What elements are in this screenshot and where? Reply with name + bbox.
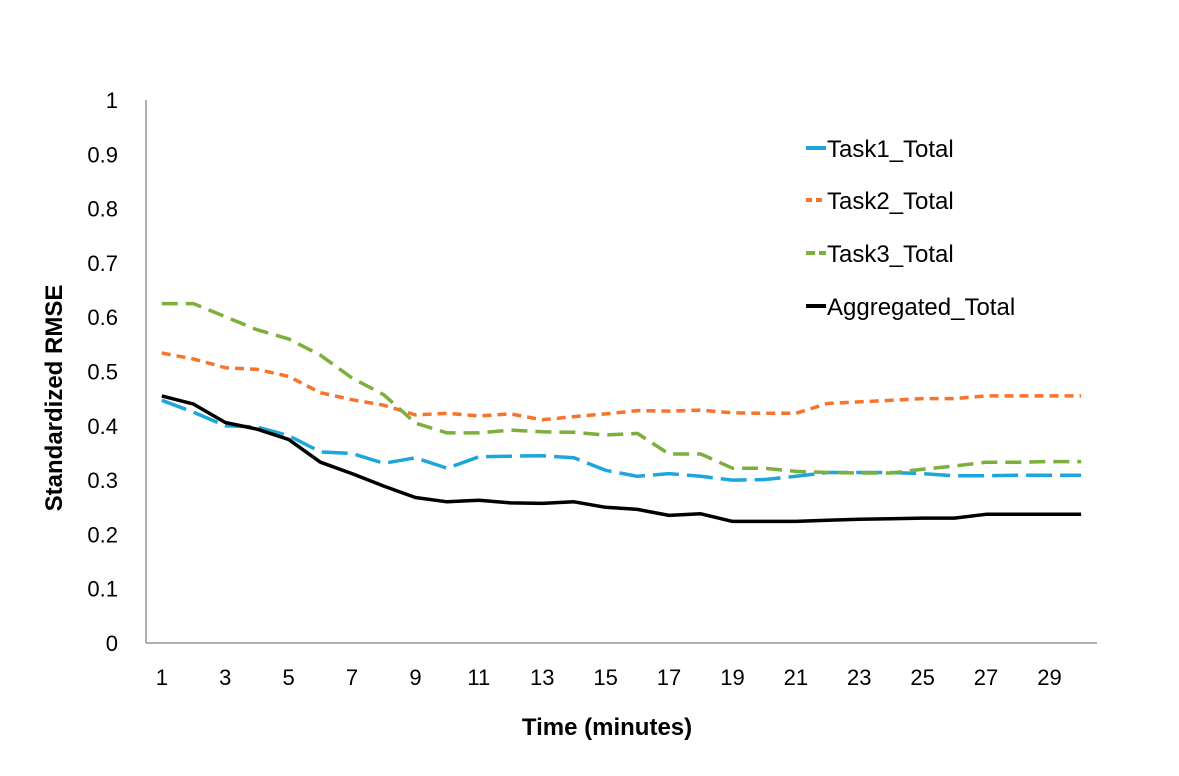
y-tick-label: 0.2 <box>87 522 118 547</box>
x-tick-label: 29 <box>1037 665 1061 690</box>
x-tick-label: 21 <box>784 665 808 690</box>
y-tick-label: 0.8 <box>87 197 118 222</box>
x-axis-title: Time (minutes) <box>522 714 692 741</box>
y-tick-label: 0.6 <box>87 305 118 330</box>
y-tick-label: 0.9 <box>87 142 118 167</box>
legend-label: Task3_Total <box>827 241 954 268</box>
x-tick-label: 27 <box>974 665 998 690</box>
y-tick-label: 0.3 <box>87 468 118 493</box>
legend-label: Task1_Total <box>827 136 954 163</box>
series-lines <box>161 301 1082 524</box>
x-tick-label: 11 <box>467 665 490 690</box>
x-tick-label: 23 <box>847 665 871 690</box>
series-line-task3-total <box>161 301 1082 475</box>
y-axis: 0 0.1 0.2 0.3 0.4 0.5 0.6 0.7 0.8 0.9 1 <box>87 88 147 656</box>
x-tick-label: 9 <box>409 665 421 690</box>
x-tick-label: 13 <box>530 665 554 690</box>
y-tick-label: 1 <box>106 88 118 113</box>
x-tick-label: 5 <box>283 665 295 690</box>
x-tick-label: 25 <box>910 665 934 690</box>
y-axis-title: Standardized RMSE <box>41 285 68 512</box>
x-axis: 1 3 5 7 9 11 13 15 17 19 21 23 25 27 29 <box>146 642 1097 690</box>
x-tick-label: 19 <box>720 665 744 690</box>
y-tick-label: 0.7 <box>87 251 118 276</box>
legend-label: Task2_Total <box>827 188 954 215</box>
y-tick-label: 0.5 <box>87 360 118 385</box>
x-tick-label: 17 <box>657 665 681 690</box>
x-tick-label: 7 <box>346 665 358 690</box>
series-line-task2-total <box>161 351 1082 422</box>
x-tick-label: 3 <box>219 665 231 690</box>
series-line-aggregated-total <box>161 394 1082 524</box>
series-line-task1-total <box>161 398 1082 482</box>
x-tick-label: 15 <box>593 665 617 690</box>
legend: Task1_Total Task2_Total Task3_Total Aggrega… <box>806 136 1015 321</box>
x-tick-label: 1 <box>156 665 168 690</box>
y-tick-label: 0.4 <box>87 414 118 439</box>
y-tick-label: 0 <box>106 631 118 656</box>
y-tick-label: 0.1 <box>87 577 118 602</box>
legend-label: Aggregated_Total <box>827 294 1015 321</box>
